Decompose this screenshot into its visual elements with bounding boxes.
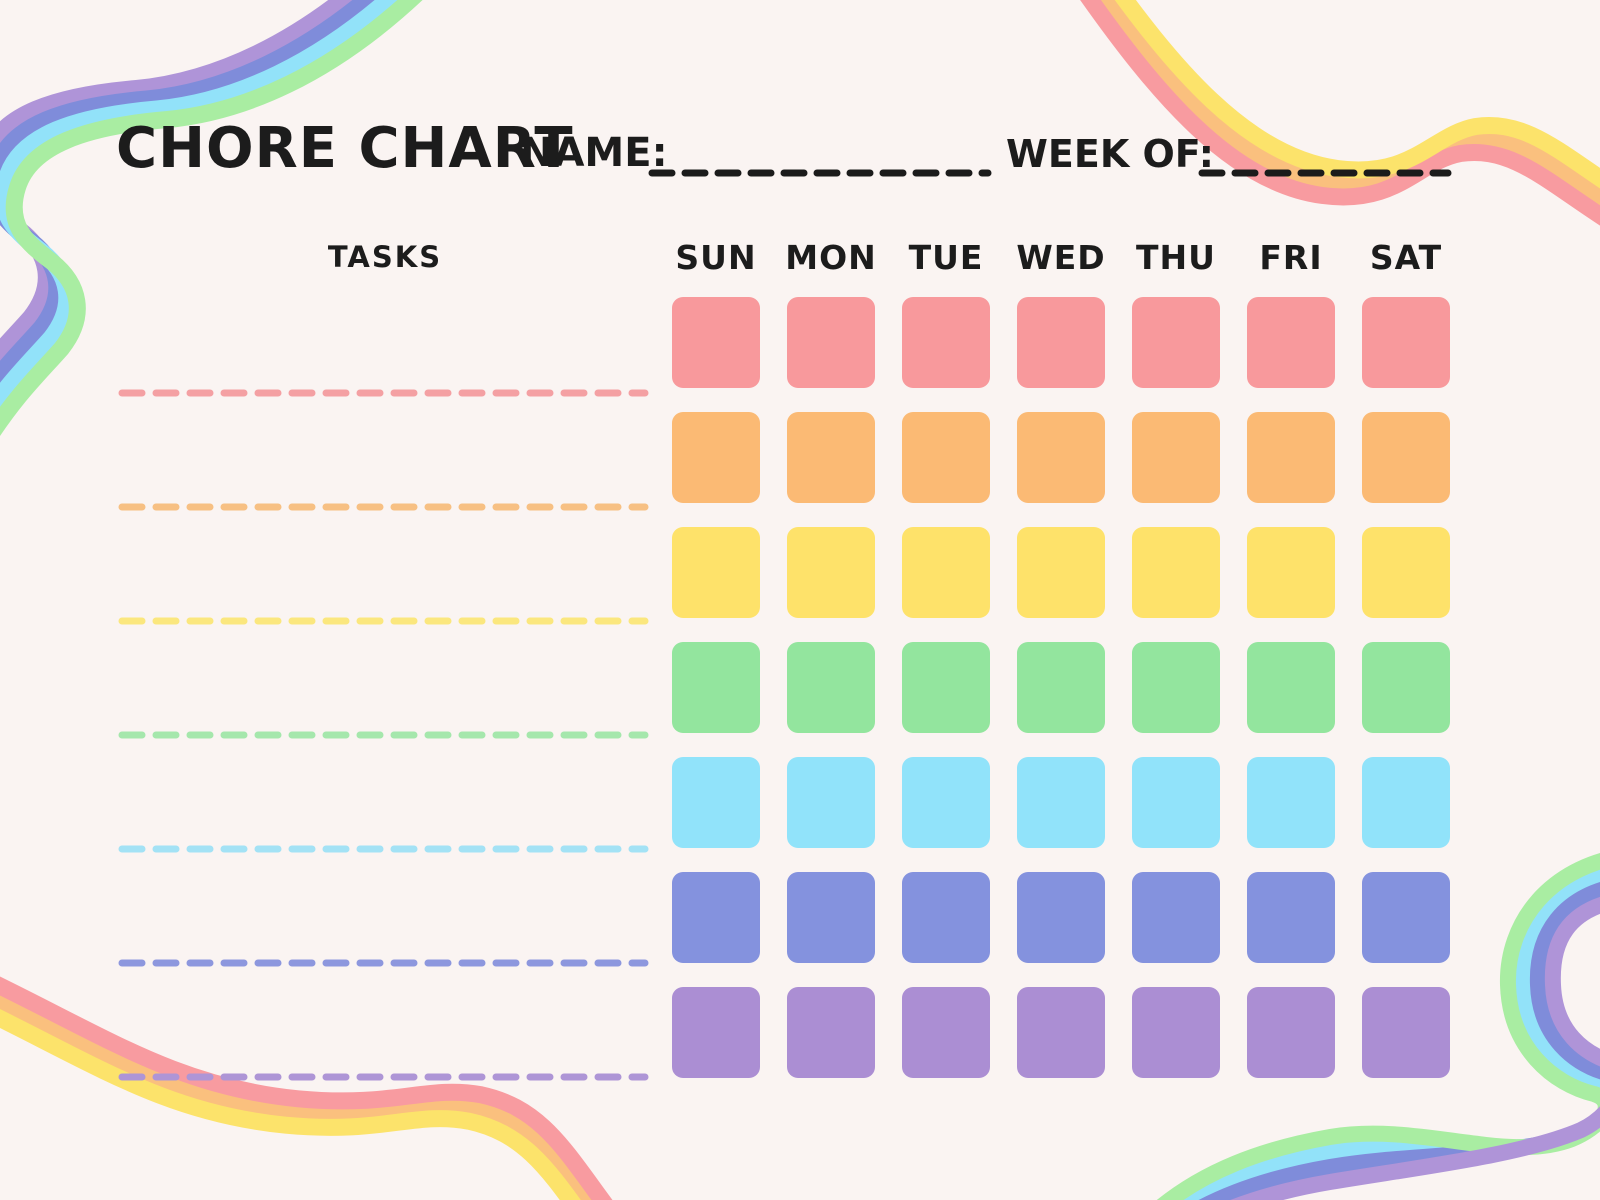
grid-cell-row1-sat [1362, 297, 1450, 388]
grid-cell-row6-tue [902, 872, 990, 963]
week-label: WEEK OF: [1006, 132, 1214, 176]
rainbow-ribbon-top-right [1080, 0, 1600, 226]
ribbon-band-sky [1175, 867, 1600, 1200]
grid-cell-row2-mon [787, 412, 875, 503]
grid-cell-row1-fri [1247, 297, 1335, 388]
grid-cell-row3-sun [672, 527, 760, 618]
day-header-tue: TUE [908, 238, 984, 277]
grid-cell-row7-sun [672, 987, 760, 1078]
grid-cell-row2-sat [1362, 412, 1450, 503]
grid-cell-row4-sat [1362, 642, 1450, 733]
grid-cell-row6-thu [1132, 872, 1220, 963]
day-header-sat: SAT [1369, 238, 1443, 277]
grid-cell-row2-sun [672, 412, 760, 503]
grid-cell-row7-tue [902, 987, 990, 1078]
rainbow-ribbon-bottom-left [0, 976, 613, 1200]
grid-cell-row5-mon [787, 757, 875, 848]
day-header-sun: SUN [675, 238, 757, 277]
grid-cell-row1-tue [902, 297, 990, 388]
grid-cell-row5-thu [1132, 757, 1220, 848]
grid-cell-row5-sun [672, 757, 760, 848]
grid-cell-row3-thu [1132, 527, 1220, 618]
rainbow-ribbon-top-left [0, 0, 423, 437]
grid-cell-row5-sat [1362, 757, 1450, 848]
day-header-fri: FRI [1259, 238, 1323, 277]
grid-cell-row3-mon [787, 527, 875, 618]
ribbon-band-orange [0, 992, 597, 1200]
grid-cell-row4-thu [1132, 642, 1220, 733]
grid-cell-row3-fri [1247, 527, 1335, 618]
grid-cell-row4-wed [1017, 642, 1105, 733]
rainbow-ribbon-bottom-right [1156, 853, 1600, 1200]
day-header-wed: WED [1016, 238, 1106, 277]
ribbon-band-purple [1230, 896, 1600, 1200]
grid-cell-row2-fri [1247, 412, 1335, 503]
grid-cell-row5-tue [902, 757, 990, 848]
ribbon-band-periwinkle [0, 0, 379, 388]
ribbon-band-pink [0, 976, 613, 1200]
grid-cell-row4-sun [672, 642, 760, 733]
ribbon-band-yellow [0, 1009, 581, 1200]
page-title: CHORE CHART [116, 116, 574, 181]
ribbon-band-periwinkle [1198, 882, 1600, 1200]
grid-cell-row5-wed [1017, 757, 1105, 848]
grid-cell-row7-thu [1132, 987, 1220, 1078]
grid-cell-row4-tue [902, 642, 990, 733]
grid-cell-row2-wed [1017, 412, 1105, 503]
tasks-column-header: TASKS [327, 240, 443, 274]
grid-cell-row6-sat [1362, 872, 1450, 963]
day-header-mon: MON [785, 238, 877, 277]
day-header-thu: THU [1136, 238, 1216, 277]
grid-cell-row4-fri [1247, 642, 1335, 733]
grid-cell-row2-tue [902, 412, 990, 503]
grid-cell-row6-fri [1247, 872, 1335, 963]
grid-cell-row2-thu [1132, 412, 1220, 503]
grid-cell-row1-mon [787, 297, 875, 388]
ribbon-band-orange [1097, 0, 1600, 208]
ribbon-band-pink [1080, 0, 1600, 226]
grid-cell-row5-fri [1247, 757, 1335, 848]
grid-cell-row6-sun [672, 872, 760, 963]
ribbon-band-purple [0, 0, 356, 365]
ribbon-band-green [0, 0, 423, 437]
grid-cell-row1-thu [1132, 297, 1220, 388]
grid-cell-row1-wed [1017, 297, 1105, 388]
grid-cell-row3-tue [902, 527, 990, 618]
grid-cell-row3-wed [1017, 527, 1105, 618]
grid-cell-row6-wed [1017, 872, 1105, 963]
grid-cell-row3-sat [1362, 527, 1450, 618]
name-label: NAME: [520, 130, 668, 176]
grid-cell-row7-wed [1017, 987, 1105, 1078]
grid-cell-row6-mon [787, 872, 875, 963]
grid-cell-row1-sun [672, 297, 760, 388]
ribbon-band-green [1156, 853, 1600, 1200]
grid-cell-row7-sat [1362, 987, 1450, 1078]
ribbon-band-yellow [1114, 0, 1600, 189]
grid-cell-row4-mon [787, 642, 875, 733]
grid-cell-row7-mon [787, 987, 875, 1078]
ribbon-band-sky [0, 0, 401, 411]
grid-cell-row7-fri [1247, 987, 1335, 1078]
